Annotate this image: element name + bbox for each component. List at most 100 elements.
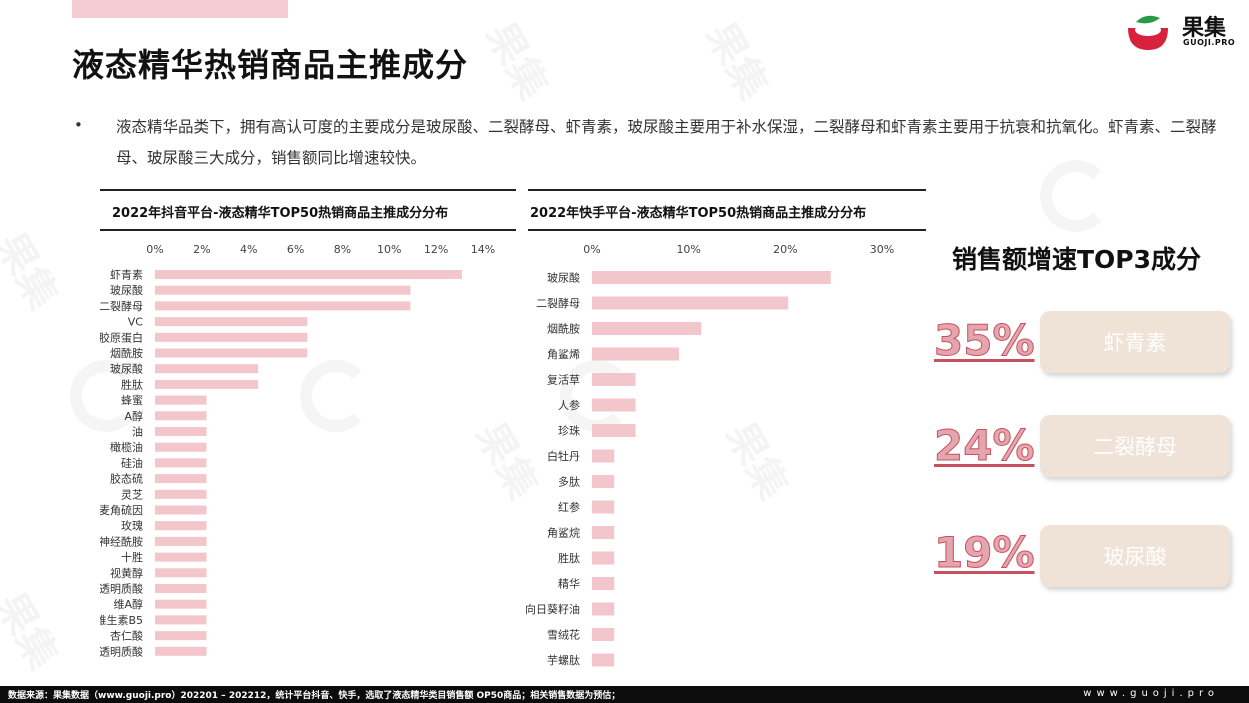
chart1-tick-label: 6%: [287, 243, 304, 256]
chart1-bar: [155, 364, 259, 374]
chart1-title: 2022年抖音平台-液态精华TOP50热销商品主推成分分布: [112, 206, 449, 221]
chart2-category-label: 角鲨烯: [547, 348, 580, 361]
chart1-bar: [155, 348, 308, 358]
chart2-category-label: 玻尿酸: [547, 271, 580, 285]
chart1-category-label: 蜂蜜: [121, 393, 143, 407]
chart1-category-label: 灵芝: [121, 488, 143, 501]
chart1-category-label: 透明质酸: [100, 644, 143, 658]
chart1-tick-label: 14%: [471, 243, 495, 256]
chart2-category-label: 珍珠: [558, 424, 580, 438]
chart2-bar: [592, 322, 702, 335]
chart1-category-label: 玻尿酸: [110, 283, 143, 297]
growth-pct-1: 35%: [934, 316, 1036, 366]
chart1-tick-label: 0%: [146, 243, 163, 256]
footer-bar: 数据来源：果集数据（www.guoji.pro）202201 – 202212，…: [0, 686, 1249, 703]
chart2-tick-label: 10%: [676, 243, 700, 256]
chart2-category-label: 人参: [558, 398, 580, 412]
summary-paragraph: 液态精华品类下，拥有高认可度的主要成分是玻尿酸、二裂酵母、虾青素，玻尿酸主要用于…: [116, 118, 1217, 167]
chart2-bar: [592, 449, 615, 463]
chart1-bar: [155, 301, 411, 311]
chart1-svg: 0% 2% 4% 6% 8% 10% 12% 14%虾青素玻尿酸二裂酵母VC胶原蛋白烟酰胺玻尿…: [100, 243, 495, 658]
chart1-category-label: 十胜: [121, 550, 143, 564]
chart1-bottom-rule: [100, 229, 516, 231]
chart1-category-label: 神经酰胺: [100, 534, 143, 548]
chart1-category-label: 胶态硫: [110, 472, 143, 486]
chart2-bar: [592, 628, 615, 641]
chart2-category-label: 复活草: [547, 373, 580, 387]
chart2-category-label: 向日葵籽油: [525, 602, 580, 616]
chart1-category-label: 烟酰胺: [110, 346, 143, 360]
chart1-bar: [155, 458, 207, 468]
chart2-bar: [592, 551, 615, 565]
watermark: 果集: [0, 580, 75, 678]
chart2-bar: [592, 500, 615, 514]
chart2-tick-label: 30%: [870, 243, 894, 256]
chart2-bar: [592, 373, 636, 386]
chart1-category-label: VC: [128, 316, 144, 329]
footer-url: www.guoji.pro: [1083, 688, 1219, 699]
chart2-bar: [592, 526, 615, 539]
chart2-bar: [592, 653, 615, 667]
chart1-category-label: 维A醇: [113, 597, 143, 611]
chart1-tick-label: 10%: [377, 243, 401, 256]
chart1-category-label: 玻尿酸: [110, 362, 143, 376]
page-title: 液态精华热销商品主推成分: [72, 46, 469, 84]
chart1-bar: [155, 332, 308, 342]
chart2-bar: [592, 475, 615, 488]
chart2-category-label: 多肽: [558, 475, 580, 489]
chart1-category-label: 虾青素: [110, 269, 143, 282]
chart1-bar: [155, 505, 207, 515]
chart1-bar: [155, 474, 207, 484]
chart2-category-label: 白牡丹: [547, 449, 580, 463]
chart1-category-label: 二裂酵母: [100, 300, 143, 313]
chart2-top-rule: [528, 189, 926, 191]
chart1-bar: [155, 379, 259, 389]
chart2-category-label: 红参: [558, 500, 580, 514]
chart1-bar: [155, 631, 207, 641]
chart1-top-rule: [100, 189, 516, 191]
chart2-category-label: 烟酰胺: [547, 322, 580, 336]
chart1-bar: [155, 427, 207, 436]
growth-pct-2: 24%: [934, 421, 1036, 471]
chart1-category-label: 胜肽: [121, 377, 143, 391]
header-accent-tab: [72, 0, 288, 18]
chart1-bar: [155, 552, 207, 562]
data-source-note: 数据来源：果集数据（www.guoji.pro）202201 – 202212，…: [8, 691, 621, 701]
chart1-bar: [155, 584, 207, 593]
chart2-bar: [592, 347, 679, 361]
chart2-category-label: 芋螺肽: [547, 653, 580, 667]
chart2-svg: 0% 10% 20% 30% 玻尿酸二裂酵母烟酰胺角鲨烯复活草人参珍珠白牡丹多肽红参角鲨…: [525, 243, 894, 667]
chart1-tick-label: 4%: [240, 243, 257, 256]
chart2-bar: [592, 577, 615, 590]
chart1-bar: [155, 270, 462, 279]
chart2-category-label: 精华: [558, 577, 580, 591]
chart1-bar: [155, 599, 207, 609]
growth-pct-3: 19%: [934, 528, 1036, 578]
chart1-bar: [155, 395, 207, 405]
chart2-category-label: 二裂酵母: [536, 297, 580, 310]
chart1-tick-label: 2%: [193, 243, 210, 256]
chart1-bar: [155, 285, 411, 295]
chart2-category-label: 雪绒花: [547, 629, 580, 642]
chart1-bar: [155, 317, 308, 327]
guoji-logo-icon: [1128, 15, 1168, 50]
chart1-bar: [155, 615, 207, 625]
chart2-tick-label: 0%: [583, 243, 600, 256]
chart2-bar: [592, 296, 789, 310]
chart1-tick-label: 12%: [424, 243, 448, 256]
chart1-category-label: 杏仁酸: [110, 629, 143, 643]
logo-subtitle: GUOJI.PRO: [1183, 38, 1236, 47]
bullet-icon: •: [74, 116, 83, 134]
chart1-bar: [155, 646, 207, 656]
watermark: 果集: [475, 10, 565, 108]
chart2-bar: [592, 398, 636, 412]
watermark: 果集: [0, 220, 75, 318]
chart2-bar: [592, 271, 831, 284]
chart1-bar: [155, 536, 207, 546]
watermark: 果集: [695, 10, 785, 108]
logo-name: 果集: [1182, 16, 1227, 41]
chart1-category-label: 维生素B5: [100, 613, 143, 627]
chart2-bar: [592, 424, 636, 437]
chart1-bar: [155, 411, 207, 421]
chart2-category-label: 角鲨烷: [547, 526, 580, 540]
